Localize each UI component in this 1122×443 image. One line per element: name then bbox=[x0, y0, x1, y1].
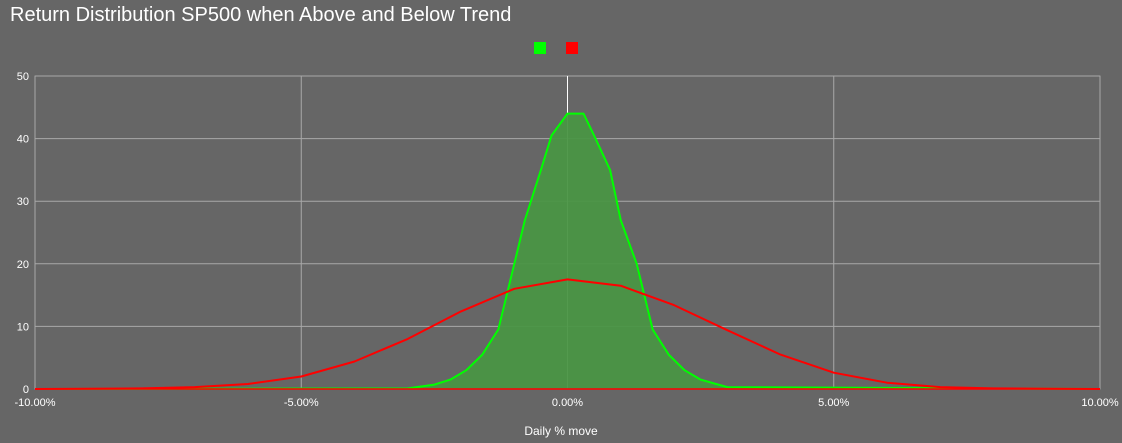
y-tick-label: 20 bbox=[17, 259, 29, 271]
x-tick-label: 5.00% bbox=[818, 397, 849, 409]
legend-item-green[interactable] bbox=[534, 42, 550, 54]
x-tick-label: 0.00% bbox=[552, 397, 583, 409]
chart-title: Return Distribution SP500 when Above and… bbox=[10, 4, 512, 26]
y-tick-label: 30 bbox=[17, 196, 29, 208]
series-0-line bbox=[34, 112, 1101, 390]
y-tick-label: 10 bbox=[17, 321, 29, 333]
series-0-area bbox=[35, 113, 1100, 389]
x-tick-label: -5.00% bbox=[284, 397, 319, 409]
x-axis-title: Daily % move bbox=[524, 424, 598, 438]
legend-swatch-green bbox=[534, 42, 546, 54]
x-tick-label: -10.00% bbox=[15, 397, 56, 409]
y-tick-label: 50 bbox=[17, 71, 29, 83]
x-tick-label: 10.00% bbox=[1081, 397, 1119, 409]
y-tick-label: 0 bbox=[23, 384, 29, 396]
y-tick-label: 40 bbox=[17, 134, 29, 146]
legend-swatch-red bbox=[566, 42, 578, 54]
chart-legend bbox=[534, 42, 582, 54]
legend-item-red[interactable] bbox=[566, 42, 582, 54]
series-1-line bbox=[34, 278, 1101, 390]
